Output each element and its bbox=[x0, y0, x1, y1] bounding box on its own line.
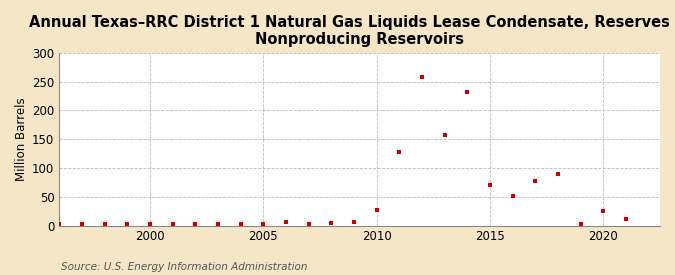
Y-axis label: Million Barrels: Million Barrels bbox=[15, 97, 28, 181]
Point bbox=[99, 222, 110, 227]
Point bbox=[598, 209, 609, 213]
Point bbox=[394, 150, 405, 154]
Point bbox=[167, 222, 178, 227]
Point bbox=[439, 132, 450, 137]
Point bbox=[371, 208, 382, 212]
Point bbox=[575, 222, 586, 227]
Title: Annual Texas–RRC District 1 Natural Gas Liquids Lease Condensate, Reserves in
No: Annual Texas–RRC District 1 Natural Gas … bbox=[29, 15, 675, 47]
Point bbox=[530, 178, 541, 183]
Point bbox=[190, 222, 200, 227]
Point bbox=[122, 222, 133, 227]
Point bbox=[31, 222, 42, 227]
Point bbox=[553, 172, 564, 176]
Point bbox=[9, 222, 20, 226]
Point bbox=[462, 90, 472, 94]
Point bbox=[235, 222, 246, 227]
Point bbox=[485, 183, 495, 188]
Point bbox=[348, 219, 359, 224]
Point bbox=[54, 222, 65, 227]
Point bbox=[281, 219, 292, 224]
Point bbox=[76, 222, 87, 227]
Point bbox=[213, 222, 223, 227]
Point bbox=[416, 75, 427, 79]
Point bbox=[507, 194, 518, 198]
Text: Source: U.S. Energy Information Administration: Source: U.S. Energy Information Administ… bbox=[61, 262, 307, 272]
Point bbox=[326, 221, 337, 225]
Point bbox=[144, 222, 155, 227]
Point bbox=[620, 217, 631, 221]
Point bbox=[258, 222, 269, 227]
Point bbox=[303, 222, 314, 226]
